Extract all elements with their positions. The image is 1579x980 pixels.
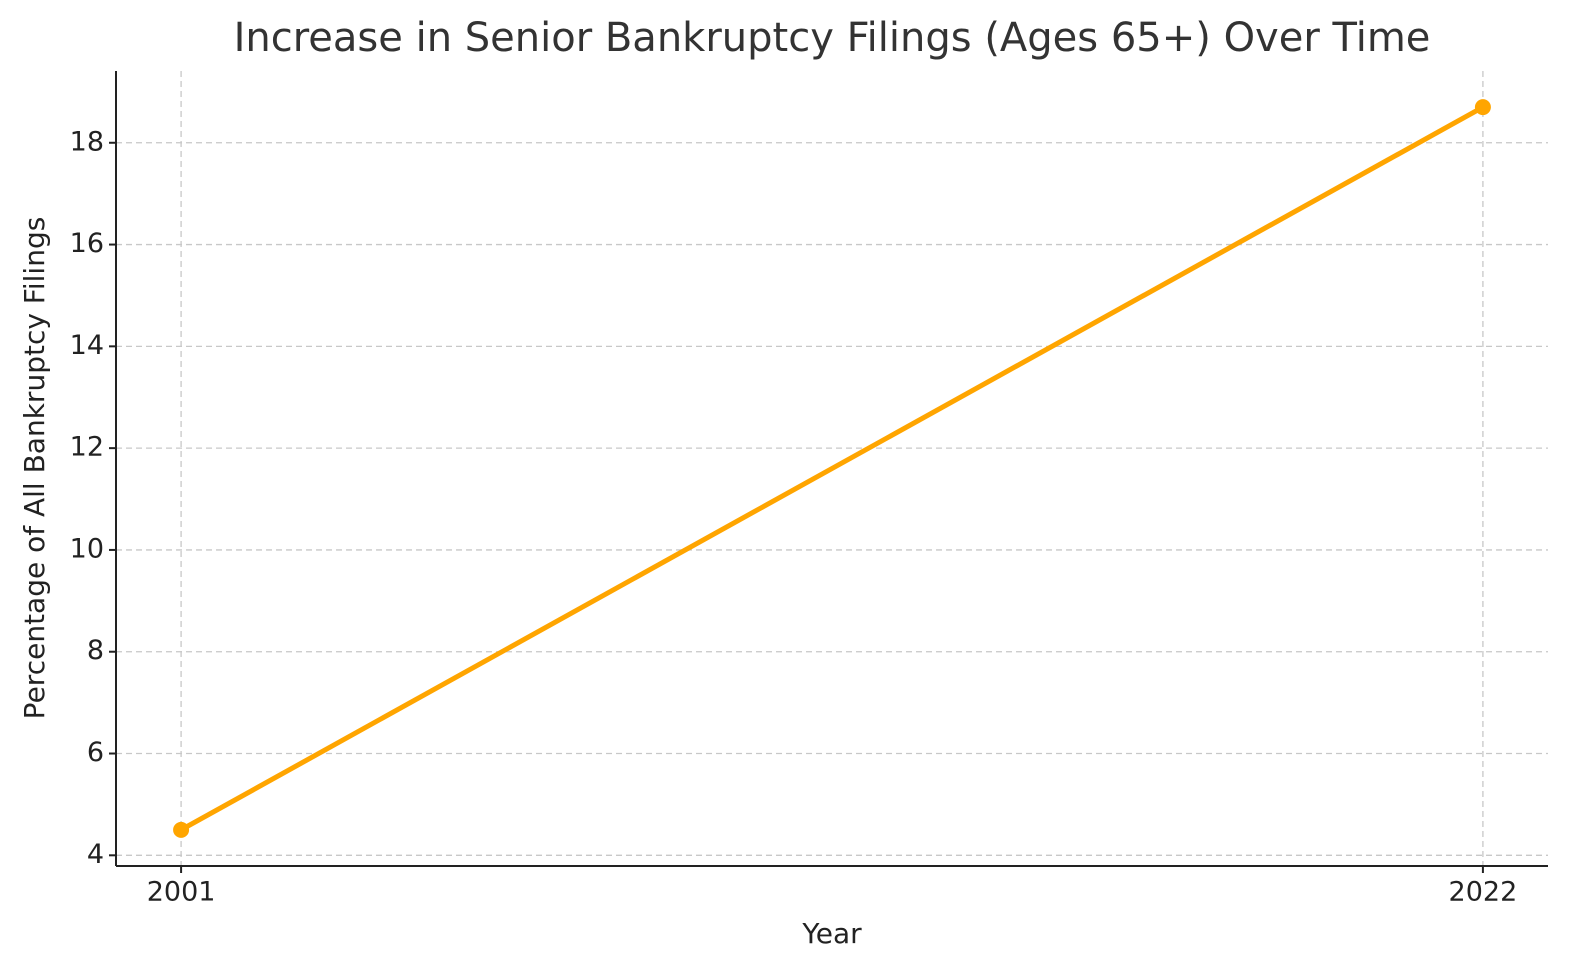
y-axis-label: Percentage of All Bankruptcy Filings: [18, 217, 51, 720]
y-tick-label: 4: [87, 839, 104, 870]
data-point: [173, 821, 190, 838]
y-tick-label: 6: [87, 737, 104, 768]
x-axis-label: Year: [801, 917, 862, 950]
y-tick-label: 12: [70, 432, 104, 463]
y-tick-label: 14: [70, 330, 104, 361]
y-tick-label: 10: [70, 533, 104, 564]
data-point: [1474, 99, 1491, 116]
data-line: [179, 104, 1485, 833]
y-tick-label: 16: [70, 228, 104, 259]
y-tick-label: 8: [87, 635, 104, 666]
x-tick-label: 2001: [147, 877, 216, 908]
y-tick-label: 18: [70, 126, 104, 157]
chart-title: Increase in Senior Bankruptcy Filings (A…: [234, 15, 1431, 61]
x-tick-label: 2022: [1449, 877, 1518, 908]
